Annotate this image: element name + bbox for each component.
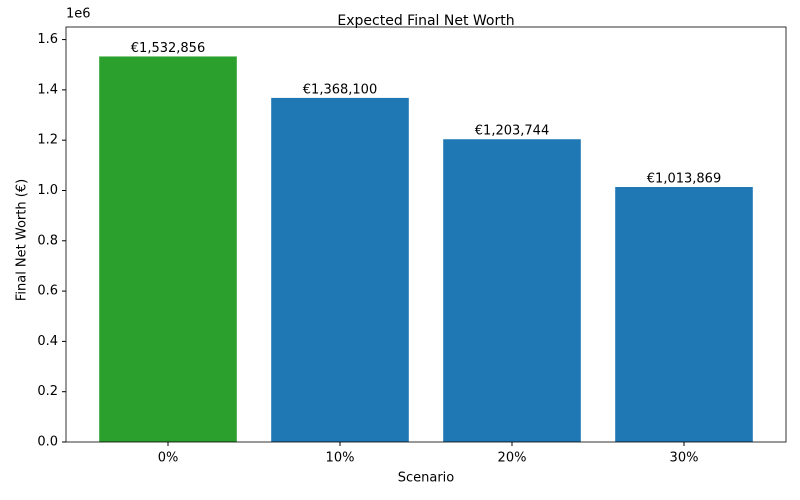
value-label: €1,013,869 <box>647 171 721 186</box>
y-axis-label: Final Net Worth (€) <box>15 179 30 301</box>
chart-title: Expected Final Net Worth <box>337 13 514 29</box>
bar <box>99 56 237 442</box>
value-label: €1,368,100 <box>303 82 377 97</box>
bar <box>443 139 581 442</box>
x-tick-label: 0% <box>158 451 179 466</box>
y-tick-label: 1.4 <box>37 82 58 97</box>
x-tick-label: 10% <box>326 451 355 466</box>
y-tick-label: 0.2 <box>37 384 58 399</box>
y-tick-label: 0.0 <box>37 435 58 450</box>
bar <box>615 186 753 442</box>
y-tick-label: 0.4 <box>37 334 58 349</box>
x-axis-label: Scenario <box>398 471 455 486</box>
y-tick-label: 1.0 <box>37 183 58 198</box>
value-label: €1,203,744 <box>475 124 549 139</box>
value-label: €1,532,856 <box>131 41 205 56</box>
y-tick-label: 0.6 <box>37 284 58 299</box>
x-tick-label: 30% <box>670 451 699 466</box>
y-tick-label: 1.2 <box>37 133 58 148</box>
y-offset-label: 1e6 <box>66 7 91 22</box>
bar <box>271 97 409 442</box>
plot-frame <box>65 26 787 443</box>
x-tick-label: 20% <box>498 451 527 466</box>
y-tick-label: 0.8 <box>37 233 58 248</box>
y-tick-label: 1.6 <box>37 32 58 47</box>
